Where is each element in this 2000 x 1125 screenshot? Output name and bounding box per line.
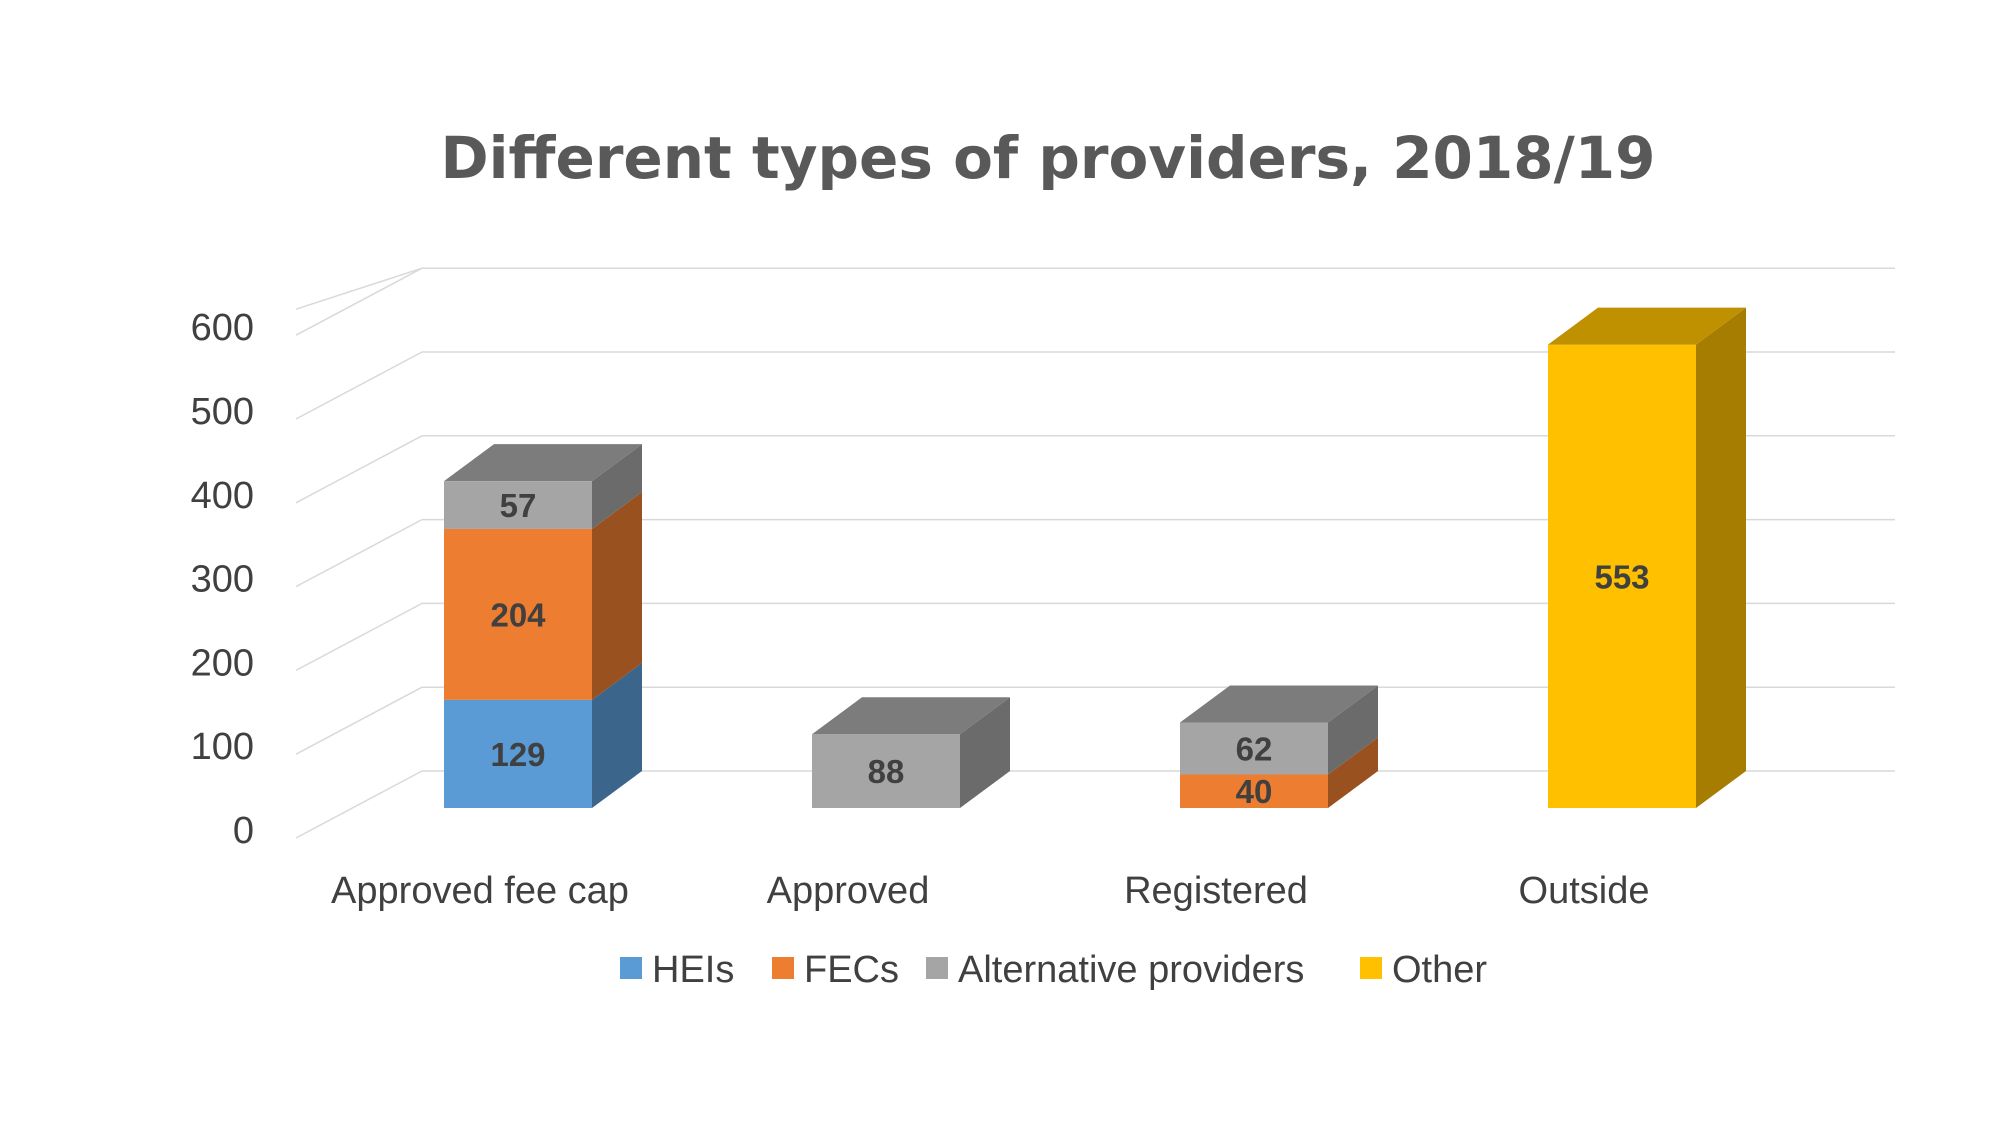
y-axis-ticks: 0 100 200 300 400 500 600: [191, 307, 254, 852]
x-category-label: Outside: [1519, 870, 1650, 912]
bar-side-alternative-providers-registered: [1328, 685, 1378, 775]
y-tick-label: 100: [191, 726, 254, 768]
legend-label-other: Other: [1392, 949, 1487, 991]
gridline-diagonal: [295, 351, 423, 420]
chart-title: Different types of providers, 2018/19: [440, 124, 1655, 192]
data-label: 204: [490, 596, 546, 633]
y-tick-label: 400: [191, 475, 254, 517]
bar-top-alternative-providers-approved-fee-cap: [444, 444, 642, 482]
data-label: 62: [1236, 731, 1273, 768]
bar-side-fecs-registered: [1328, 737, 1378, 808]
gridline-diagonal: [295, 770, 423, 839]
gridline-diagonal: [295, 686, 423, 755]
bar-top-alternative-providers-registered: [1180, 685, 1378, 723]
bar-side-alternative-providers-approved-fee-cap: [592, 444, 642, 529]
y-tick-label: 500: [191, 391, 254, 433]
data-label: 88: [868, 753, 905, 790]
bar-side-fecs-approved-fee-cap: [592, 491, 642, 700]
gridline-diagonal: [295, 602, 423, 672]
gridline-diagonal: [295, 267, 423, 310]
y-tick-label: 0: [233, 810, 254, 852]
legend: HEIs FECs Alternative providers Other: [620, 949, 1487, 991]
legend-swatch-heis: [620, 957, 642, 979]
bar-side-other-outside: [1696, 307, 1746, 808]
y-tick-label: 200: [191, 642, 254, 684]
gridline-diagonal: [295, 518, 423, 588]
y-tick-label: 300: [191, 559, 254, 601]
bar-alternative-providers-registered: [1180, 722, 1328, 775]
bar-fecs-registered: [1180, 774, 1328, 808]
legend-swatch-alternative-providers: [926, 957, 948, 979]
gridline-diagonal: [295, 435, 423, 504]
data-label: 40: [1236, 773, 1273, 810]
legend-label-alternative-providers: Alternative providers: [958, 949, 1304, 991]
bars: 129 204 57 88 40 62 553: [444, 307, 1746, 810]
legend-swatch-fecs: [772, 957, 794, 979]
bar-side-alternative-providers-approved: [960, 697, 1010, 808]
legend-swatch-other: [1360, 957, 1382, 979]
x-category-label: Registered: [1124, 870, 1308, 912]
bar-top-other-outside: [1548, 307, 1746, 345]
gridline-diagonal: [295, 267, 423, 336]
x-category-label: Approved fee cap: [331, 870, 629, 912]
x-category-label: Approved: [767, 870, 930, 912]
x-axis-categories: Approved fee cap Approved Registered Outsid…: [331, 870, 1649, 912]
bar-other-outside: [1548, 344, 1696, 808]
bar-top-alternative-providers-approved: [812, 697, 1010, 735]
legend-label-heis: HEIs: [652, 949, 734, 991]
legend-label-fecs: FECs: [804, 949, 899, 991]
bar-heis-approved-fee-cap: [444, 699, 592, 808]
data-label: 129: [490, 736, 545, 773]
y-tick-label: 600: [191, 307, 254, 349]
bar-side-heis-approved-fee-cap: [592, 662, 642, 808]
data-label: 553: [1594, 558, 1649, 595]
bar-alternative-providers-approved-fee-cap: [444, 481, 592, 529]
bar-fecs-approved-fee-cap: [444, 528, 592, 700]
bar-alternative-providers-approved: [812, 734, 960, 808]
data-label: 57: [500, 487, 537, 524]
